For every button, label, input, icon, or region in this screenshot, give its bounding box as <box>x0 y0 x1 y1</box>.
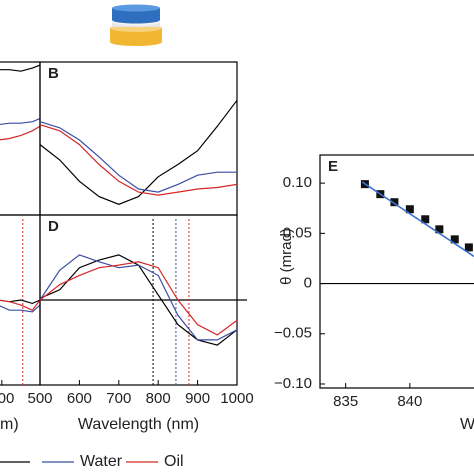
data-line <box>39 124 238 196</box>
data-line <box>39 254 238 341</box>
data-point <box>464 243 473 252</box>
x-tick-label: 600 <box>67 390 92 407</box>
x-axis-label: m) <box>0 416 19 433</box>
panel: B <box>39 61 238 216</box>
fit-line <box>361 181 474 258</box>
panel: 400 m) <box>0 214 41 433</box>
y-tick-label: −0.10 <box>274 375 312 392</box>
data-line <box>39 99 238 205</box>
x-tick-label: 800 <box>146 390 171 407</box>
data-line <box>0 118 41 126</box>
x-tick-label: 835 <box>333 393 358 410</box>
panel <box>0 61 41 216</box>
data-line <box>39 261 238 336</box>
x-tick-label: 1000 <box>220 390 253 407</box>
sample-icon <box>110 4 162 46</box>
x-tick-label: 900 <box>185 390 210 407</box>
panel: 835 840 0.10 0.05 0 −0.05 −0.10 E Wθ (mrad) <box>274 154 474 433</box>
x-axis-label: Wavelength (nm) <box>78 416 199 433</box>
x-tick-label: 840 <box>397 393 422 410</box>
y-tick-label: 0.05 <box>283 224 312 241</box>
legend-label: Water <box>80 453 123 470</box>
x-tick-label: 400 <box>0 390 14 407</box>
y-tick-label: 0.10 <box>283 174 312 191</box>
plot-frame <box>319 154 474 389</box>
data-line <box>0 304 41 313</box>
data-point <box>405 205 414 214</box>
y-axis-label: θ (mrad) <box>278 228 295 285</box>
data-point <box>421 215 430 224</box>
panel-label: E <box>328 158 338 175</box>
x-tick-label: 500 <box>27 390 52 407</box>
data-line <box>0 125 41 141</box>
y-tick-label: 0 <box>304 275 312 292</box>
data-point <box>450 235 459 244</box>
data-line <box>0 299 41 311</box>
panel-label: B <box>48 65 59 82</box>
legend-label: Oil <box>164 453 184 470</box>
panel-label: D <box>48 218 59 235</box>
data-line <box>0 64 41 72</box>
x-tick-label: 700 <box>106 390 131 407</box>
x-axis-label: W <box>460 416 474 433</box>
data-point <box>390 198 399 207</box>
y-tick-label: −0.05 <box>274 325 312 342</box>
panel: 500 600 700 800 900 1000 D Wavelength (nm) <box>27 214 254 433</box>
data-point <box>435 225 444 234</box>
data-line <box>39 121 237 193</box>
